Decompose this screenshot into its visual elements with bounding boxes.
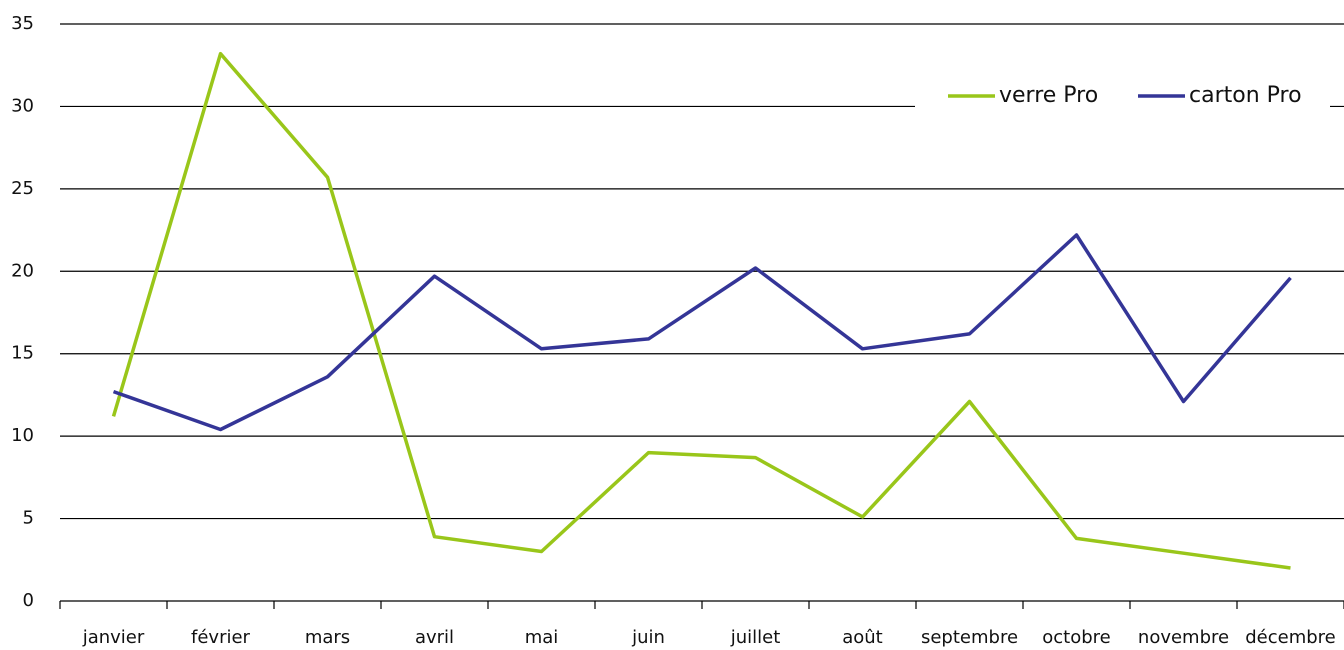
x-tick-label: avril [415, 627, 454, 648]
series-line [111, 51, 1291, 570]
x-tick-label: novembre [1138, 627, 1229, 648]
x-tick-label: juillet [730, 627, 781, 648]
x-tick-label: septembre [921, 627, 1018, 648]
x-tick-label: décembre [1245, 627, 1336, 648]
legend-label: carton Pro [1189, 83, 1302, 108]
x-tick-label: mars [305, 627, 350, 648]
y-tick-label: 30 [11, 95, 34, 116]
x-tick-label: juin [631, 627, 665, 648]
y-tick-label: 15 [11, 343, 34, 364]
y-tick-label: 35 [11, 13, 34, 34]
legend-label: verre Pro [999, 83, 1098, 108]
series-line [112, 233, 1292, 432]
y-tick-label: 20 [11, 260, 34, 281]
x-tick-label: janvier [82, 627, 145, 648]
y-tick-label: 5 [23, 508, 34, 529]
y-tick-label: 10 [11, 425, 34, 446]
x-tick-label: août [842, 627, 883, 648]
x-tick-label: octobre [1042, 627, 1110, 648]
x-tick-label: février [191, 627, 251, 648]
x-tick-label: mai [525, 627, 559, 648]
y-tick-label: 0 [23, 590, 34, 611]
y-tick-label: 25 [11, 178, 34, 199]
